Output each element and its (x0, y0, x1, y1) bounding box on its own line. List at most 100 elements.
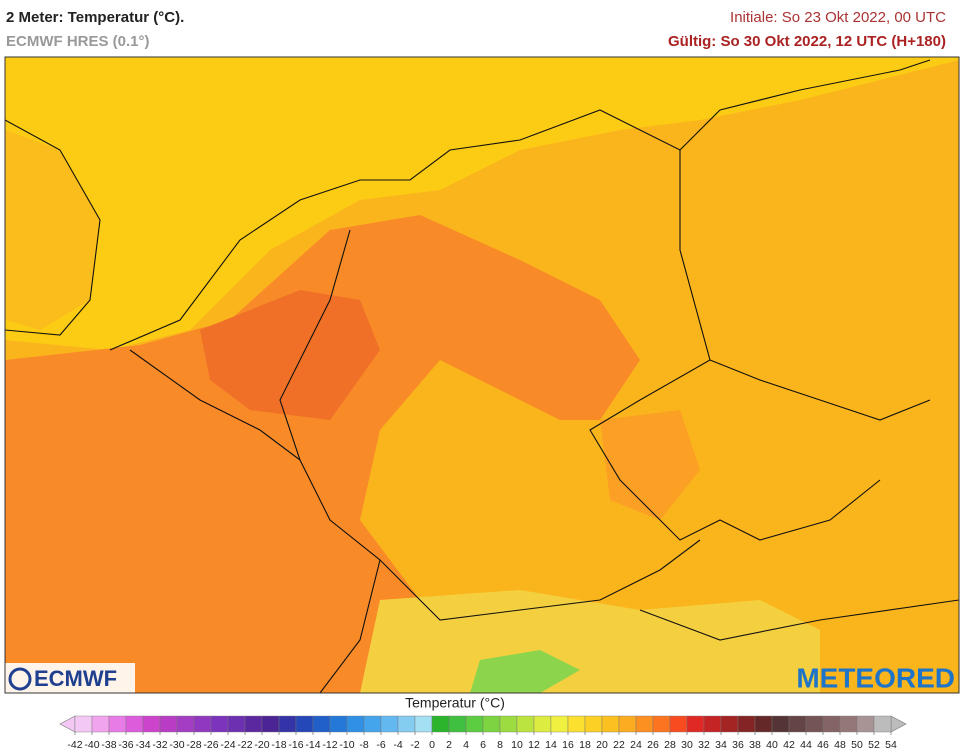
colorbar-tick-label: 44 (800, 739, 812, 751)
colorbar-tick-label: 42 (783, 739, 795, 751)
colorbar-tick-label: -6 (376, 739, 385, 751)
colorbar-swatch (431, 715, 450, 733)
colorbar-swatch (312, 715, 331, 733)
colorbar-tick-label: 22 (613, 739, 625, 751)
colorbar-tick-label: 10 (511, 739, 523, 751)
colorbar-swatch (261, 715, 280, 733)
britain (5, 130, 100, 330)
colorbar-swatch (805, 715, 824, 733)
colorbar-tick-label: 48 (834, 739, 846, 751)
colorbar-swatch (499, 715, 518, 733)
colorbar-swatch (142, 715, 161, 733)
colorbar-swatch (839, 715, 858, 733)
colorbar-swatch (686, 715, 705, 733)
colorbar-swatch (295, 715, 314, 733)
colorbar-tick-label: 28 (664, 739, 676, 751)
colorbar-tick-label: 18 (579, 739, 591, 751)
colorbar-tick-label: 24 (630, 739, 642, 751)
colorbar-tick-label: 6 (480, 739, 486, 751)
colorbar-swatch (771, 715, 790, 733)
colorbar-swatch (159, 715, 178, 733)
colorbar-swatch (278, 715, 297, 733)
colorbar-swatch (465, 715, 484, 733)
colorbar-swatch (91, 715, 110, 733)
colorbar-swatch (856, 715, 875, 733)
colorbar-tick-label: 54 (885, 739, 897, 751)
colorbar-tick-label: 8 (497, 739, 503, 751)
colorbar-swatch (567, 715, 586, 733)
colorbar-swatch (193, 715, 212, 733)
colorbar-swatch (482, 715, 501, 733)
colorbar-tick-label: -42 (67, 739, 82, 751)
colorbar-tick-label: 46 (817, 739, 829, 751)
colorbar-tick-label: 16 (562, 739, 574, 751)
colorbar-tick-label: 2 (446, 739, 452, 751)
map-frame (4, 56, 960, 694)
colorbar-swatch (397, 715, 416, 733)
colorbar-tick-label: -4 (393, 739, 402, 751)
colorbar-tick-label: 36 (732, 739, 744, 751)
colorbar-swatch (533, 715, 552, 733)
alps (360, 590, 820, 693)
colorbar-swatch (176, 715, 195, 733)
colorbar-tick-label: 40 (766, 739, 778, 751)
colorbar-swatch (652, 715, 671, 733)
colorbar-tick-label: 30 (681, 739, 693, 751)
colorbar-swatch (329, 715, 348, 733)
colorbar: -42 -40 -38 -36 -34 -32 -30 -28 -26 -24 -22 -20 -18-… (59, 715, 907, 751)
colorbar-tick-label: 12 (528, 739, 540, 751)
colorbar-arrow-right (890, 715, 907, 733)
colorbar-tick-label: -34 (135, 739, 150, 751)
colorbar-tick-label: -28 (186, 739, 201, 751)
borders (5, 59, 959, 693)
colorbar-tick-label: 38 (749, 739, 761, 751)
colorbar-swatch (244, 715, 263, 733)
colorbar-title: Temperatur (°C) (405, 695, 505, 711)
warm-area (5, 215, 640, 693)
map-title: 2 Meter: Temperatur (°C). (6, 9, 184, 26)
colorbar-tick-label: -8 (359, 739, 368, 751)
colorbar-tick-label: 20 (596, 739, 608, 751)
colorbar-tick-label: -32 (152, 739, 167, 751)
colorbar-swatch (669, 715, 688, 733)
colorbar-swatch (635, 715, 654, 733)
logo-right: METEORED (796, 662, 955, 693)
logo-icon (8, 667, 32, 691)
colorbar-swatch (873, 715, 892, 733)
colorbar-swatch (754, 715, 773, 733)
colorbar-tick-label: -36 (118, 739, 133, 751)
colorbar-swatch (346, 715, 365, 733)
colorbar-swatch (227, 715, 246, 733)
colorbar-swatch (618, 715, 637, 733)
colorbar-swatch (448, 715, 467, 733)
colorbar-swatch (822, 715, 841, 733)
colorbar-swatch (74, 715, 93, 733)
colorbar-tick-label: -10 (339, 739, 354, 751)
colorbar-tick-label: 4 (463, 739, 469, 751)
hot-area (200, 290, 380, 420)
logo-left: ECMWF (34, 666, 117, 691)
colorbar-tick-label: 0 (429, 739, 435, 751)
colorbar-tick-label: -26 (203, 739, 218, 751)
colorbar-swatch (414, 715, 433, 733)
colorbar-tick-label: -16 (288, 739, 303, 751)
colorbar-tick-label: 34 (715, 739, 727, 751)
colorbar-tick-label: 50 (851, 739, 863, 751)
colorbar-swatch (788, 715, 807, 733)
colorbar-swatch (380, 715, 399, 733)
colorbar-swatch (584, 715, 603, 733)
model-name: ECMWF HRES (0.1°) (6, 33, 150, 50)
init-time: Initiale: So 23 Okt 2022, 00 UTC (730, 9, 946, 26)
colorbar-tick-label: -30 (169, 739, 184, 751)
colorbar-tick-label: 52 (868, 739, 880, 751)
colorbar-tick-label: -12 (322, 739, 337, 751)
valid-time: Gültig: So 30 Okt 2022, 12 UTC (H+180) (668, 33, 946, 50)
colorbar-swatch (720, 715, 739, 733)
colorbar-tick-label: -24 (220, 739, 235, 751)
colorbar-swatch (737, 715, 756, 733)
colorbar-arrow-left (59, 715, 76, 733)
warm-area-2 (600, 410, 700, 520)
colorbar-tick-label: -18 (271, 739, 286, 751)
colorbar-tick-label: -22 (237, 739, 252, 751)
colorbar-tick-label: -40 (84, 739, 99, 751)
